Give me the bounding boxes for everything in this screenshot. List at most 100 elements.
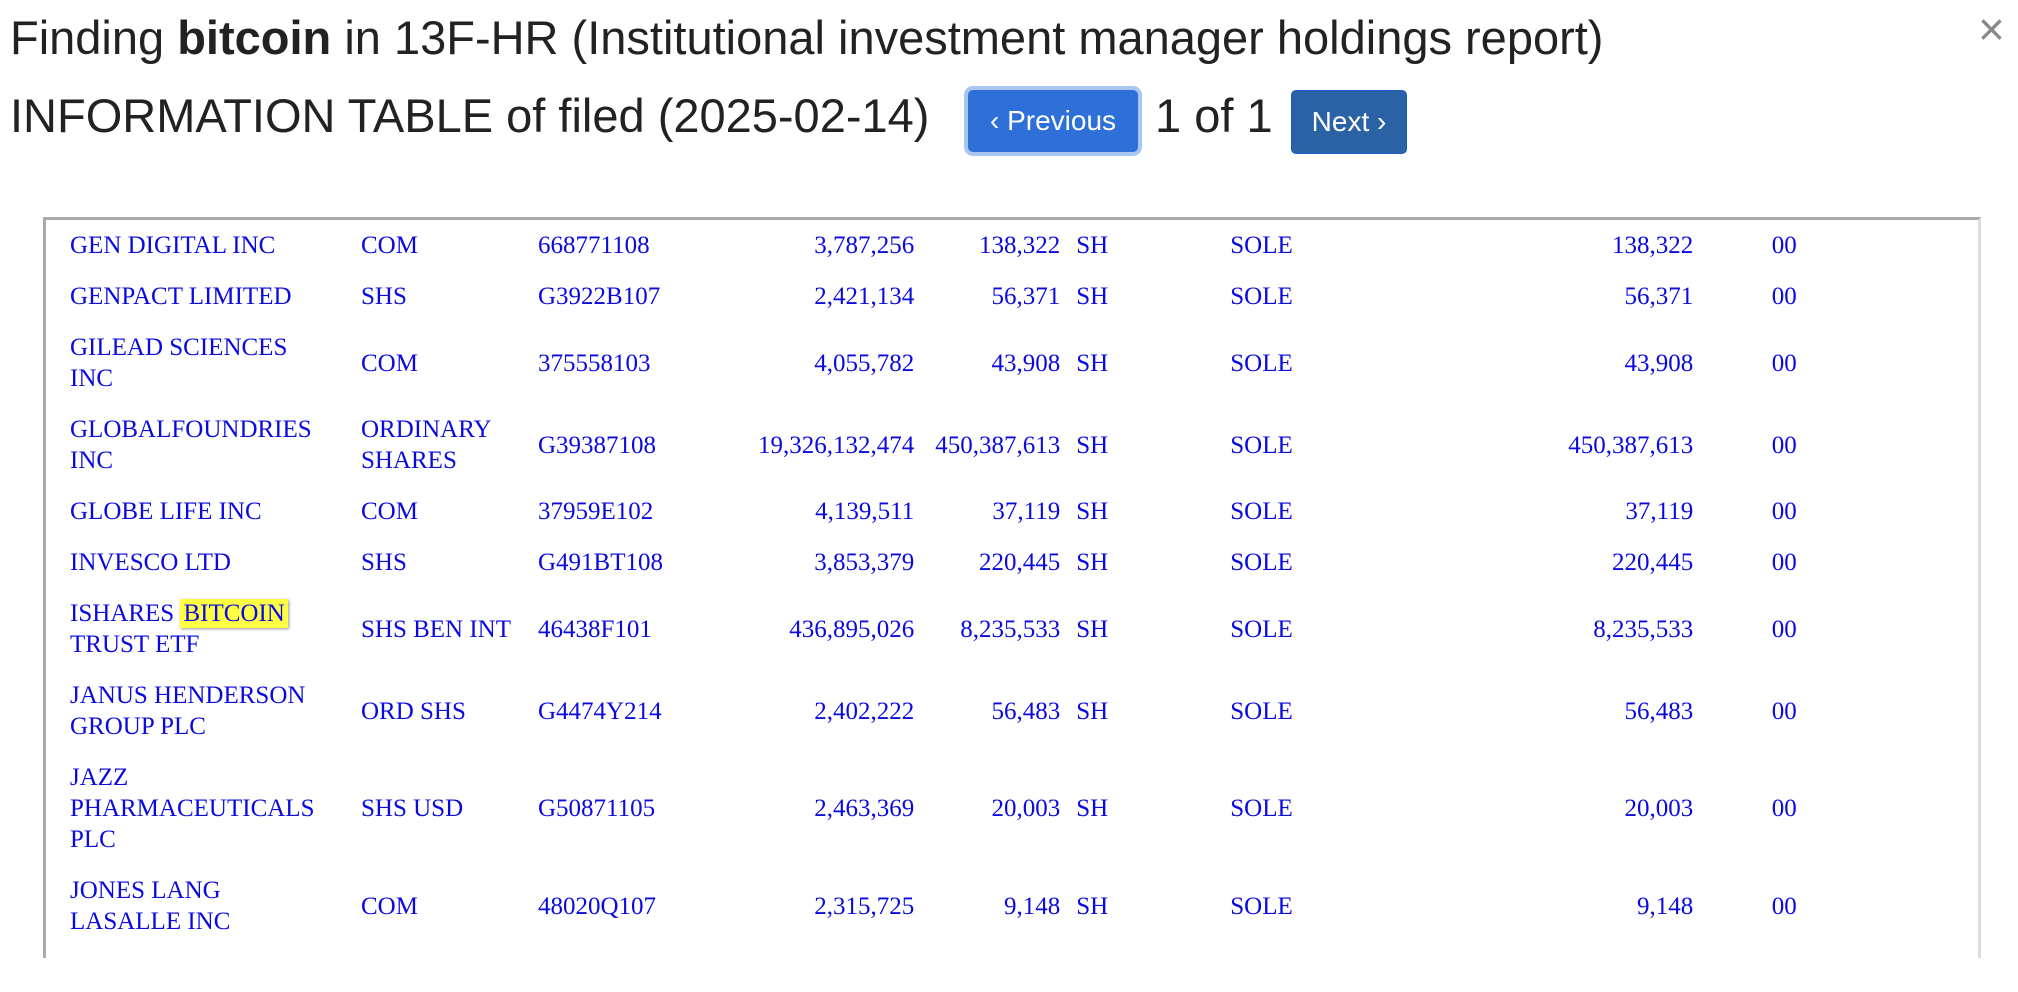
shares: 37,119 — [992, 498, 1061, 525]
cusip: 48020Q107 — [538, 892, 657, 920]
issuer-name-line: INVESCO LTD — [70, 549, 231, 576]
voting-sole: 8,235,533 — [1593, 615, 1694, 643]
issuer-name-line: PLC — [70, 826, 116, 853]
investment-discretion: SOLE — [1230, 795, 1293, 822]
issuer-name: JANUS HENDERSON GROUP PLC — [70, 670, 361, 752]
next-button[interactable]: Next › — [1291, 90, 1407, 154]
voting-sole: 450,387,613 — [1568, 431, 1694, 459]
share-type: SH — [1076, 431, 1109, 459]
title-of-class-line: ORD SHS — [361, 697, 466, 725]
share-type: SH — [1076, 283, 1109, 310]
table-row: JONES LANG LASALLE INC COM 48020Q107 2,315,7… — [70, 865, 1797, 947]
shares: 220,445 — [979, 549, 1061, 576]
issuer-name-line: GLOBALFOUNDRIES — [70, 416, 312, 443]
voting-shared: 0 — [1771, 283, 1785, 310]
voting-shared: 0 — [1771, 349, 1785, 377]
voting-none: 0 — [1784, 431, 1797, 459]
cusip: G3922B107 — [538, 283, 661, 310]
issuer-name: GEN DIGITAL INC — [70, 220, 361, 271]
issuer-name-line: GROUP PLC — [70, 713, 206, 740]
voting-none: 0 — [1784, 615, 1797, 643]
table-row: GENPACT LIMITED SHS G3922B107 2,421,134 56,3… — [70, 271, 1797, 322]
issuer-name: GLOBE LIFE INC — [70, 486, 361, 537]
title-text: Finding — [10, 11, 178, 64]
issuer-name-line: JONES LANG — [70, 877, 221, 904]
voting-shared: 0 — [1771, 232, 1785, 259]
voting-sole: 56,371 — [1624, 283, 1694, 310]
issuer-name: ISHARES BITCOIN TRUST ETF — [70, 588, 361, 670]
voting-shared: 0 — [1771, 795, 1785, 822]
issuer-name-line: PHARMACEUTICALS — [70, 795, 315, 822]
title-of-class-line: SHS — [361, 283, 407, 310]
table-row: GILEAD SCIENCES INC COM 375558103 4,055,782 4… — [70, 322, 1797, 404]
issuer-name: JAZZ PHARMACEUTICALS PLC — [70, 752, 361, 865]
cusip: 668771108 — [538, 232, 650, 259]
share-type: SH — [1076, 615, 1109, 643]
value — [758, 947, 914, 958]
investment-discretion: SOLE — [1230, 615, 1293, 643]
table-container: GEN DIGITAL INC COM 668771108 3,787,256 138,… — [43, 217, 1981, 958]
holdings-table: GEN DIGITAL INC COM 668771108 3,787,256 138,… — [70, 220, 1797, 958]
issuer-name: L3HARRIS — [70, 947, 361, 958]
issuer-name-line: GILEAD SCIENCES — [70, 334, 288, 361]
share-type — [1060, 947, 1230, 958]
investment-discretion: SOLE — [1230, 549, 1293, 576]
voting-shared: 0 — [1771, 498, 1785, 525]
title-of-class: COM — [361, 322, 538, 404]
voting-sole: 56,483 — [1624, 697, 1694, 725]
search-highlight: BITCOIN — [180, 599, 288, 628]
table-row: GLOBE LIFE INC COM 37959E102 4,139,511 37,11… — [70, 486, 1797, 537]
value: 4,139,511 — [815, 498, 915, 525]
investment-discretion: SOLE — [1230, 349, 1293, 377]
issuer-name-line: JANUS HENDERSON — [70, 682, 306, 709]
title-of-class-line: SHS — [361, 549, 407, 576]
investment-discretion: SOLE — [1230, 232, 1293, 259]
voting-none — [1784, 947, 1797, 958]
cusip: 46438F101 — [538, 615, 652, 643]
title-of-class-line: COM — [361, 498, 418, 525]
issuer-name: GILEAD SCIENCES INC — [70, 322, 361, 404]
close-button[interactable]: × — [1978, 3, 2005, 55]
shares: 56,483 — [991, 697, 1061, 725]
table-row: INVESCO LTD SHS G491BT108 3,853,379 220,445 S… — [70, 537, 1797, 588]
table-row: GLOBALFOUNDRIES INC ORDINARY SHARES G3938710… — [70, 404, 1797, 486]
investment-discretion: SOLE — [1230, 697, 1293, 725]
value: 2,315,725 — [814, 892, 915, 920]
title-of-class-line: SHARES — [361, 447, 457, 474]
page-indicator: 1 of 1 — [1155, 89, 1273, 142]
value: 4,055,782 — [814, 349, 915, 377]
voting-shared: 0 — [1771, 549, 1785, 576]
voting-none: 0 — [1784, 283, 1797, 310]
value: 3,853,379 — [814, 549, 915, 576]
voting-sole: 9,148 — [1637, 892, 1694, 920]
issuer-name: GLOBALFOUNDRIES INC — [70, 404, 361, 486]
value: 19,326,132,474 — [758, 431, 915, 459]
cusip: 37959E102 — [538, 498, 654, 525]
issuer-name: JONES LANG LASALLE INC — [70, 865, 361, 947]
voting-none: 0 — [1784, 498, 1797, 525]
voting-none: 0 — [1784, 549, 1797, 576]
table-row: JAZZ PHARMACEUTICALS PLC SHS USD G50871105 2,… — [70, 752, 1797, 865]
title-of-class-line: COM — [361, 232, 418, 259]
voting-none: 0 — [1784, 892, 1797, 920]
title-of-class: ORD SHS — [361, 670, 538, 752]
voting-shared: 0 — [1771, 697, 1785, 725]
previous-button[interactable]: ‹ Previous — [968, 90, 1138, 152]
shares: 9,148 — [1004, 892, 1061, 920]
share-type: SH — [1076, 232, 1109, 259]
title-of-class: SHS USD — [361, 752, 538, 865]
share-type: SH — [1076, 549, 1109, 576]
voting-none: 0 — [1784, 349, 1797, 377]
share-type: SH — [1076, 795, 1109, 822]
value: 436,895,026 — [789, 615, 915, 643]
issuer-name: INVESCO LTD — [70, 537, 361, 588]
voting-sole: 37,119 — [1625, 498, 1694, 525]
shares: 43,908 — [991, 349, 1061, 377]
title-text: in 13F-HR (Institutional investment mana… — [331, 11, 1604, 64]
share-type: SH — [1076, 498, 1109, 525]
title-of-class-line: COM — [361, 892, 418, 920]
table-row: JANUS HENDERSON GROUP PLC ORD SHS G4474Y214… — [70, 670, 1797, 752]
voting-sole: 138,322 — [1612, 232, 1694, 259]
cusip: G491BT108 — [538, 549, 663, 576]
voting-sole: 20,003 — [1624, 795, 1694, 822]
